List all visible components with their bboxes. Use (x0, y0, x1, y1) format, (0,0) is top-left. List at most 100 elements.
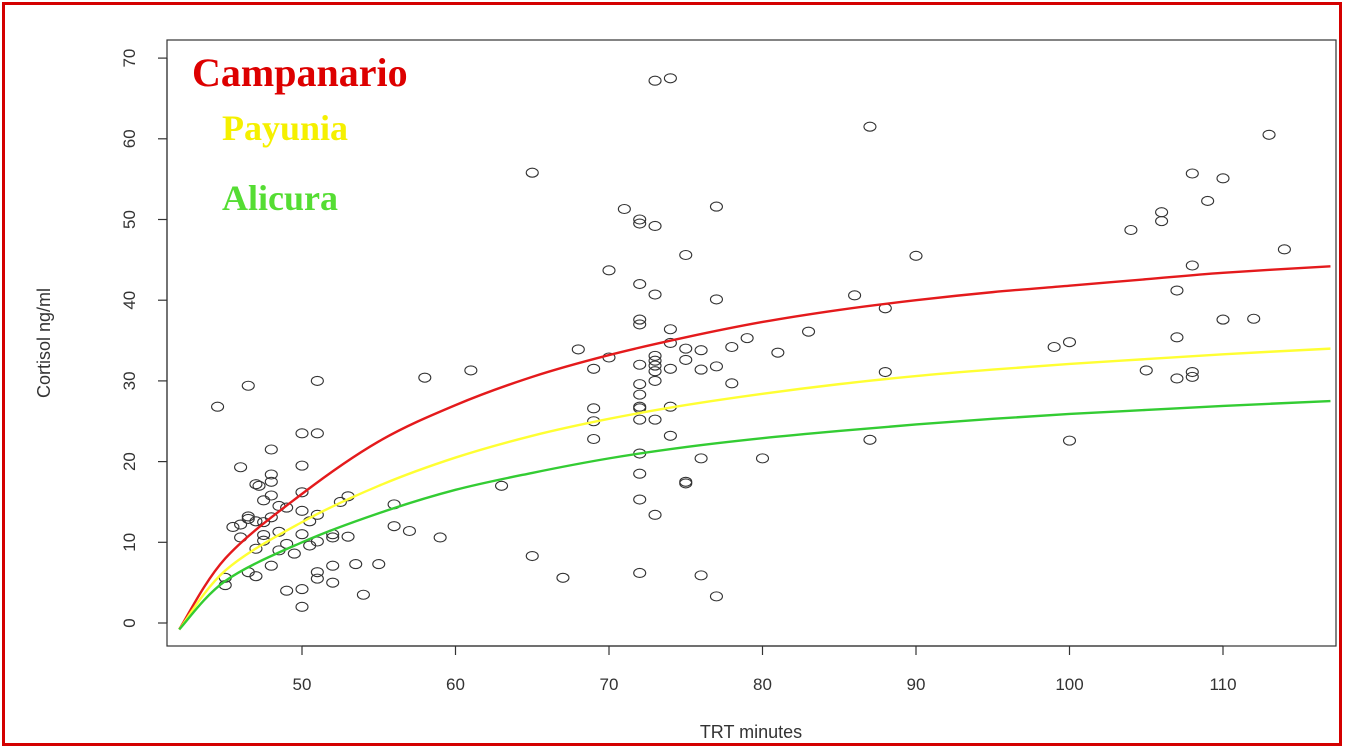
data-point (1047, 341, 1061, 353)
data-point (633, 314, 647, 325)
data-point (1277, 244, 1291, 255)
data-point (694, 364, 708, 375)
data-point (241, 511, 255, 522)
data-point (1170, 332, 1184, 343)
data-point (663, 430, 677, 441)
data-point (648, 360, 662, 371)
data-point (725, 378, 739, 389)
data-point (633, 218, 647, 229)
data-point (663, 363, 677, 374)
x-tick-label: 100 (1055, 675, 1083, 694)
y-tick-label: 30 (120, 371, 139, 390)
data-point (694, 345, 708, 356)
data-point (617, 203, 631, 215)
data-point (433, 532, 447, 543)
data-point (648, 366, 662, 377)
y-tick-label: 10 (120, 533, 139, 552)
data-point (909, 250, 923, 261)
y-tick-label: 0 (120, 618, 139, 627)
y-axis: 0 10 20 30 40 50 60 70 (120, 49, 168, 628)
data-point (257, 529, 271, 541)
data-point (740, 333, 754, 344)
data-point (310, 428, 324, 439)
data-point (326, 532, 340, 543)
data-point (602, 265, 616, 276)
data-point (679, 249, 693, 261)
data-point (1170, 285, 1184, 296)
data-point (310, 375, 324, 386)
data-point (1124, 224, 1138, 236)
data-point (571, 344, 585, 355)
data-point (257, 495, 271, 506)
data-point (556, 572, 570, 583)
data-point (464, 365, 478, 376)
data-point (257, 517, 271, 528)
data-point (418, 372, 432, 383)
data-point (725, 341, 739, 353)
data-point (310, 567, 324, 578)
data-point (249, 543, 263, 554)
data-point (801, 326, 816, 337)
data-point (525, 167, 539, 178)
data-point (295, 460, 309, 471)
data-point (648, 75, 662, 86)
data-point (648, 375, 662, 386)
data-point (1201, 195, 1215, 206)
data-point (633, 319, 647, 330)
data-point (648, 509, 662, 520)
data-point (264, 476, 278, 487)
data-point (295, 428, 309, 439)
data-point (1062, 435, 1077, 446)
x-axis: 50 60 70 80 90 100 110 (293, 645, 1237, 694)
y-tick-label: 60 (120, 129, 139, 148)
data-point (694, 570, 708, 581)
data-point (633, 567, 647, 579)
x-tick-label: 60 (446, 675, 465, 694)
data-point (264, 560, 278, 571)
data-point (694, 453, 708, 464)
curve-campanario (178, 265, 1331, 631)
data-point (1262, 129, 1276, 140)
data-point (878, 366, 892, 378)
y-tick-label: 70 (120, 49, 139, 68)
scatter-points (211, 73, 1291, 612)
data-point (326, 560, 340, 571)
figure-frame (2, 2, 1342, 746)
data-point (648, 289, 662, 300)
data-point (633, 214, 647, 225)
data-point (709, 294, 724, 305)
data-point (1185, 371, 1199, 382)
x-tick-label: 80 (753, 675, 772, 694)
data-point (1139, 365, 1153, 376)
data-point (525, 550, 539, 562)
y-tick-label: 20 (120, 452, 139, 471)
data-point (1170, 373, 1184, 384)
data-point (679, 343, 693, 354)
data-point (356, 589, 370, 600)
data-point (310, 509, 324, 520)
data-point (709, 591, 724, 602)
legend-item-alicura: Alicura (222, 178, 338, 218)
data-point (1216, 314, 1230, 325)
data-point (295, 529, 309, 540)
curve-payunia (178, 347, 1331, 631)
data-point (264, 469, 278, 480)
data-point (709, 361, 724, 372)
y-tick-label: 50 (120, 210, 139, 229)
fitted-curves (178, 265, 1331, 631)
curve-alicura (178, 399, 1331, 631)
data-point (241, 380, 255, 391)
x-tick-label: 50 (293, 675, 312, 694)
x-tick-label: 110 (1209, 675, 1236, 694)
data-point (587, 363, 601, 374)
data-point (1216, 173, 1230, 184)
data-point (211, 401, 225, 412)
data-point (295, 487, 309, 498)
y-axis-label: Cortisol ng/ml (34, 288, 54, 398)
data-point (633, 494, 647, 505)
data-point (755, 453, 770, 464)
x-tick-label: 70 (600, 675, 619, 694)
data-point (249, 571, 263, 582)
data-point (494, 480, 509, 491)
